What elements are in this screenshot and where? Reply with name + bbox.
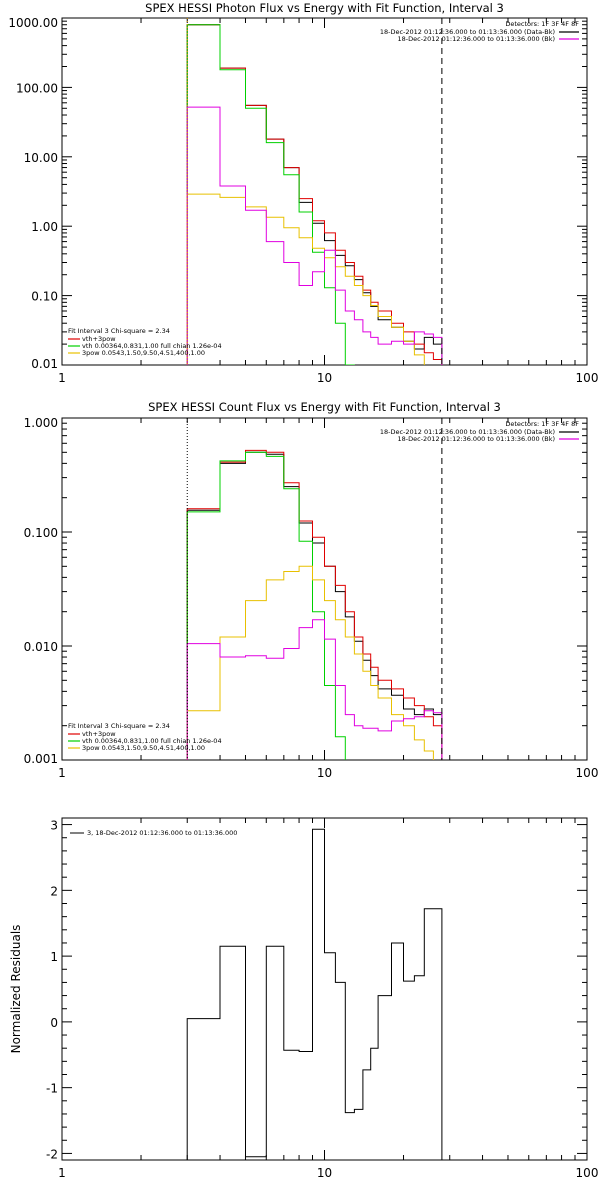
legend-detectors: Detectors: 1F 3F 4F 8F xyxy=(505,20,579,28)
legend-fit-header: Fit Interval 3 Chi-square = 2.34 xyxy=(68,327,170,335)
y-tick-label: 1.000 xyxy=(24,416,58,430)
series-residuals xyxy=(186,828,443,1160)
y-tick-label: 0.010 xyxy=(24,640,58,654)
x-tick-label: 100 xyxy=(576,766,599,780)
y-tick-label: 0 xyxy=(50,1016,58,1030)
y-tick-label: -2 xyxy=(46,1147,58,1161)
y-tick-label: 1000.00 xyxy=(8,16,58,30)
x-tick-label: 10 xyxy=(317,371,332,385)
series-vth xyxy=(186,24,355,365)
x-tick-label: 100 xyxy=(576,1166,599,1180)
series-vth xyxy=(186,451,346,760)
x-tick-label: 1 xyxy=(58,371,66,385)
y-tick-label: -1 xyxy=(46,1082,58,1096)
legend-fit-header: Fit Interval 3 Chi-square = 2.34 xyxy=(68,722,170,730)
legend-entry-label: 18-Dec-2012 01:12:36.000 to 01:13:36.000… xyxy=(380,28,555,36)
series-bk xyxy=(186,106,443,365)
legend-fit-entry: vth 0.00364,0.831,1.00 full chian 1.26e-… xyxy=(82,342,222,350)
plot-area xyxy=(186,828,443,1160)
x-tick-label: 1 xyxy=(58,766,66,780)
x-tick-label: 1 xyxy=(58,1166,66,1180)
legend-fit-entry: 3pow 0.0543,1.50,9.50,4.51,400,1.00 xyxy=(82,349,205,357)
series-3pow xyxy=(186,565,434,760)
y-tick-label: 100.00 xyxy=(16,81,58,95)
panel-3: 1 10 100 -2 -1 0 1 2 3 Normalized Residuals 3, 18-… xyxy=(9,817,599,1180)
chart-title: SPEX HESSI Photon Flux vs Energy with Fi… xyxy=(145,1,504,15)
plot-area xyxy=(186,24,443,365)
plot-area xyxy=(186,449,443,760)
x-tick-label: 10 xyxy=(317,766,332,780)
series-3pow xyxy=(186,193,425,365)
y-tick-label: 0.10 xyxy=(31,290,58,304)
legend-fit-entry: vth 0.00364,0.831,1.00 full chian 1.26e-… xyxy=(82,737,222,745)
panel-1: SPEX HESSI Photon Flux vs Energy with Fi… xyxy=(8,1,599,385)
y-tick-label: 2 xyxy=(50,884,58,898)
y-tick-label: 1.00 xyxy=(31,220,58,234)
chart-title: SPEX HESSI Count Flux vs Energy with Fit… xyxy=(148,400,501,414)
legend-fit-entry: vth+3pow xyxy=(82,335,116,343)
y-tick-label: 0.01 xyxy=(31,357,58,371)
series-bk xyxy=(186,619,443,760)
series-vth-3pow xyxy=(186,449,443,760)
legend-fit-entry: 3pow 0.0543,1.50,9.50,4.51,400,1.00 xyxy=(82,744,205,752)
x-tick-label: 10 xyxy=(317,1166,332,1180)
y-tick-label: 0.100 xyxy=(24,526,58,540)
legend-detectors: Detectors: 1F 3F 4F 8F xyxy=(505,420,579,428)
legend-entry-label: 18-Dec-2012 01:12:36.000 to 01:13:36.000… xyxy=(398,35,556,43)
y-tick-label: 10.00 xyxy=(24,151,58,165)
y-tick-label: 1 xyxy=(50,950,58,964)
y-tick-label: 0.001 xyxy=(24,752,58,766)
legend-entry-label: 3, 18-Dec-2012 01:12:36.000 to 01:13:36.… xyxy=(87,829,237,837)
legend-entry-label: 18-Dec-2012 01:12:36.000 to 01:13:36.000… xyxy=(398,435,556,443)
y-tick-label: 3 xyxy=(50,819,58,833)
x-tick-label: 100 xyxy=(576,371,599,385)
series-data-bk xyxy=(186,24,443,365)
series-vth-3pow xyxy=(186,24,443,365)
legend-fit-entry: vth+3pow xyxy=(82,730,116,738)
legend-entry-label: 18-Dec-2012 01:12:36.000 to 01:13:36.000… xyxy=(380,428,555,436)
y-axis-label: Normalized Residuals xyxy=(9,925,23,1054)
plot-frame xyxy=(61,17,588,366)
panel-2: SPEX HESSI Count Flux vs Energy with Fit… xyxy=(24,400,599,780)
